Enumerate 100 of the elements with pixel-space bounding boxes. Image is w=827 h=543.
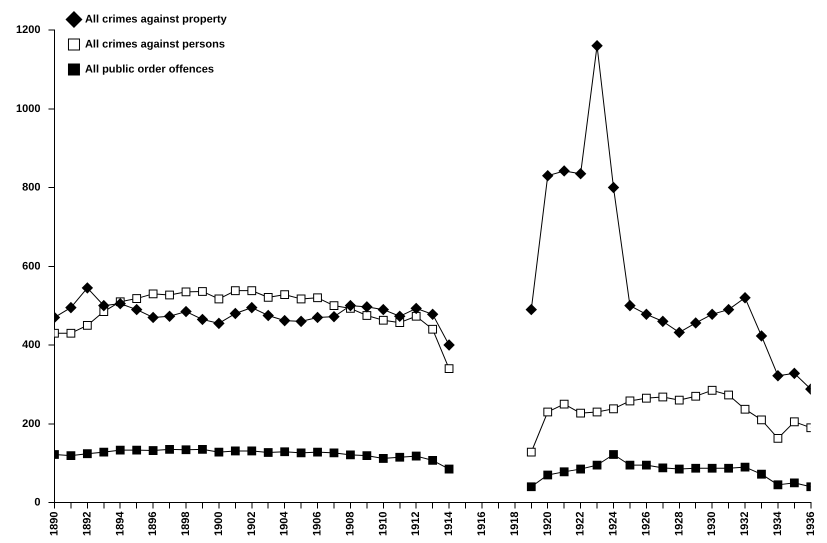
point xyxy=(706,308,718,320)
point xyxy=(362,311,372,320)
point xyxy=(674,464,684,474)
point xyxy=(165,290,174,300)
point xyxy=(626,460,634,470)
x-tick-label: 1926 xyxy=(640,512,652,536)
x-tick-label: 1892 xyxy=(81,512,94,536)
point xyxy=(116,446,125,455)
x-tick-label: 1936 xyxy=(804,512,817,536)
point xyxy=(132,294,142,303)
point xyxy=(444,340,455,351)
point xyxy=(378,316,388,325)
point xyxy=(378,304,389,316)
point xyxy=(708,386,717,395)
point xyxy=(198,287,207,296)
point xyxy=(428,456,438,465)
y-tick-label: 1200 xyxy=(16,24,40,36)
point xyxy=(264,292,273,302)
point xyxy=(526,448,536,457)
point xyxy=(724,390,733,400)
y-tick-label: 400 xyxy=(22,339,40,352)
x-tick-label: 1900 xyxy=(212,512,225,536)
point xyxy=(412,312,421,321)
x-tick-label: 1890 xyxy=(48,512,60,536)
x-tick-label: 1930 xyxy=(706,512,718,536)
point xyxy=(640,308,652,320)
point xyxy=(99,448,108,457)
point xyxy=(328,311,340,322)
point xyxy=(361,301,372,312)
point xyxy=(774,434,782,443)
point xyxy=(330,301,338,310)
point xyxy=(313,448,322,457)
point xyxy=(65,302,76,314)
x-tick-label: 1908 xyxy=(344,512,356,536)
point xyxy=(182,287,190,296)
point xyxy=(330,448,338,458)
x-tick-label: 1918 xyxy=(508,512,521,536)
point xyxy=(543,408,552,416)
point xyxy=(148,312,159,323)
x-tick-label: 1928 xyxy=(673,512,686,536)
point xyxy=(560,467,569,476)
point xyxy=(98,300,110,312)
point xyxy=(609,404,618,414)
point xyxy=(788,368,800,379)
x-tick-label: 1894 xyxy=(114,510,126,536)
point xyxy=(608,182,619,194)
point xyxy=(362,451,372,460)
point xyxy=(196,314,208,325)
point xyxy=(624,300,636,312)
point xyxy=(576,408,585,418)
point xyxy=(247,286,256,296)
point xyxy=(723,304,734,316)
point xyxy=(213,318,224,329)
point xyxy=(790,478,799,488)
point xyxy=(82,449,92,458)
x-tick-label: 1910 xyxy=(377,512,390,536)
x-tick-label: 1914 xyxy=(443,510,456,536)
point xyxy=(279,315,290,326)
point xyxy=(230,446,240,456)
point xyxy=(378,454,388,463)
point xyxy=(427,308,438,320)
point xyxy=(344,300,356,312)
point xyxy=(626,396,634,406)
legend-label: All public order offences xyxy=(84,64,214,76)
x-tick-label: 1906 xyxy=(312,512,324,536)
point xyxy=(740,292,751,304)
y-tick-label: 1000 xyxy=(16,102,40,115)
point xyxy=(114,298,126,310)
point xyxy=(214,448,224,457)
point xyxy=(165,444,174,454)
point xyxy=(312,312,324,323)
point xyxy=(132,446,142,455)
point xyxy=(560,400,569,408)
point xyxy=(543,470,552,480)
point xyxy=(296,448,306,458)
point xyxy=(131,304,142,316)
point xyxy=(790,417,799,426)
point xyxy=(576,464,585,474)
x-tick-label: 1916 xyxy=(476,512,488,536)
point xyxy=(198,444,207,454)
y-tick-label: 0 xyxy=(34,496,40,509)
point xyxy=(691,464,700,473)
legend-label: All crimes against property xyxy=(84,14,228,26)
point xyxy=(757,470,766,479)
point xyxy=(148,446,158,455)
point xyxy=(410,302,422,314)
point xyxy=(740,404,750,414)
point xyxy=(657,316,668,327)
point xyxy=(592,40,603,52)
y-tick-label: 200 xyxy=(22,418,40,430)
point xyxy=(428,324,438,334)
point xyxy=(246,302,258,314)
point xyxy=(296,294,306,304)
point xyxy=(230,308,241,320)
y-tick-label: 800 xyxy=(22,182,40,194)
x-tick-label: 1932 xyxy=(739,512,752,536)
point xyxy=(82,282,93,294)
point xyxy=(592,460,602,470)
point xyxy=(264,448,273,457)
legend-label: All crimes against persons xyxy=(84,38,225,51)
